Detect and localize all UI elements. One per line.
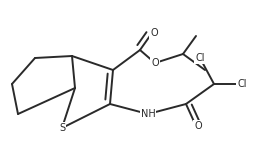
Text: NH: NH (141, 109, 155, 119)
Text: Cl: Cl (237, 79, 247, 89)
Text: O: O (150, 28, 158, 38)
Text: Cl: Cl (195, 53, 205, 63)
Text: O: O (194, 121, 202, 131)
Text: O: O (151, 58, 159, 68)
Text: S: S (59, 123, 65, 133)
